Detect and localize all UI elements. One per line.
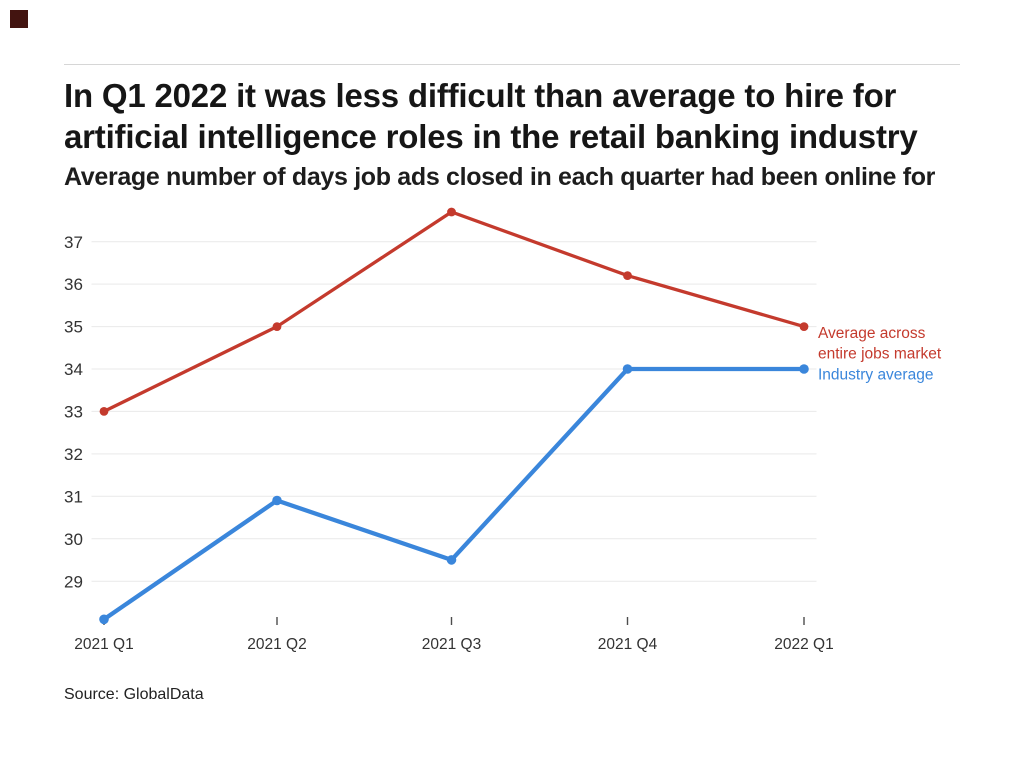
svg-text:2021 Q3: 2021 Q3 [422, 636, 481, 653]
svg-text:33: 33 [64, 403, 83, 422]
svg-text:35: 35 [64, 318, 83, 337]
svg-text:2021 Q1: 2021 Q1 [74, 636, 133, 653]
svg-text:Industry average: Industry average [818, 367, 933, 384]
svg-text:2021 Q4: 2021 Q4 [598, 636, 658, 653]
svg-text:30: 30 [64, 530, 83, 549]
svg-text:36: 36 [64, 275, 83, 294]
svg-text:Average across: Average across [818, 325, 926, 342]
svg-text:2021 Q2: 2021 Q2 [247, 636, 306, 653]
svg-text:29: 29 [64, 572, 83, 591]
svg-text:37: 37 [64, 233, 83, 252]
svg-text:entire jobs market: entire jobs market [818, 345, 942, 362]
svg-text:31: 31 [64, 487, 83, 506]
svg-text:32: 32 [64, 445, 83, 464]
svg-text:34: 34 [64, 360, 83, 379]
svg-text:2022 Q1: 2022 Q1 [774, 636, 833, 653]
